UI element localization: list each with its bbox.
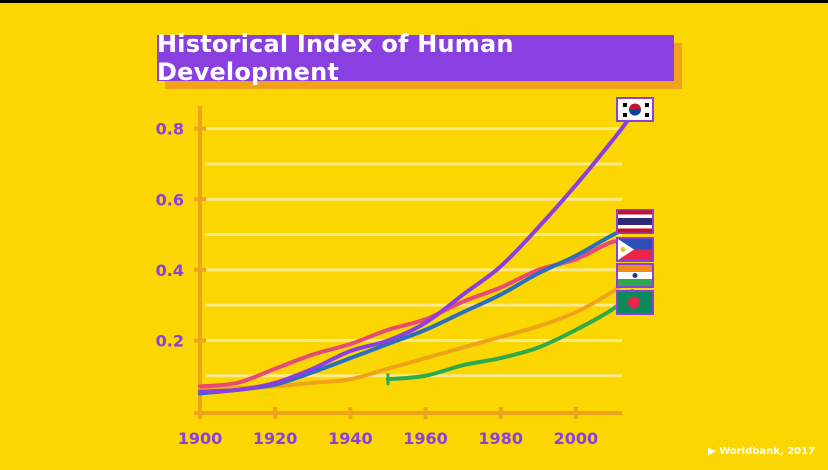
play-arrow-icon: ▶ xyxy=(708,446,716,457)
series-line-thailand xyxy=(198,225,635,396)
series-line-bangladesh xyxy=(385,289,635,382)
y-tick-label: 0.8 xyxy=(156,120,184,139)
india-flag-chakra xyxy=(632,273,638,278)
thailand-flag-stripe xyxy=(618,214,652,218)
south-korea-flag-trigram xyxy=(645,113,649,117)
series-line-south-korea xyxy=(198,112,635,394)
source-text: Worldbank, 2017 xyxy=(719,446,816,457)
source-credit: ▶ Worldbank, 2017 xyxy=(708,446,815,457)
x-tick-label: 1900 xyxy=(178,429,223,448)
thailand-flag-stripe xyxy=(618,218,652,225)
india-flag-saffron xyxy=(618,265,652,272)
philippines-flag-triangle xyxy=(618,239,634,260)
thailand-flag-stripe xyxy=(618,210,652,215)
x-tick-label: 1960 xyxy=(403,429,448,448)
y-tick-label: 0.6 xyxy=(156,190,184,209)
y-tick-label: 0.2 xyxy=(156,331,184,350)
y-tick-label: 0.4 xyxy=(156,261,184,280)
thailand-flag-stripe xyxy=(618,225,652,229)
x-tick-label: 1920 xyxy=(253,429,298,448)
x-tick-label: 1940 xyxy=(328,429,373,448)
south-korea-flag-trigram xyxy=(623,113,627,117)
x-tick-label: 1980 xyxy=(478,429,523,448)
thailand-flag-stripe xyxy=(618,228,652,233)
series-line-philippines xyxy=(198,239,635,389)
india-flag-green xyxy=(618,279,652,286)
philippines-flag-red xyxy=(618,249,652,260)
x-tick-label: 2000 xyxy=(554,429,599,448)
philippines-flag-blue xyxy=(618,239,652,250)
bangladesh-flag-disc xyxy=(628,296,640,309)
philippines-flag-sun xyxy=(620,247,626,252)
south-korea-flag-trigram xyxy=(645,103,649,107)
south-korea-flag-taegeuk-bottom xyxy=(629,109,641,116)
south-korea-flag-trigram xyxy=(623,103,627,107)
